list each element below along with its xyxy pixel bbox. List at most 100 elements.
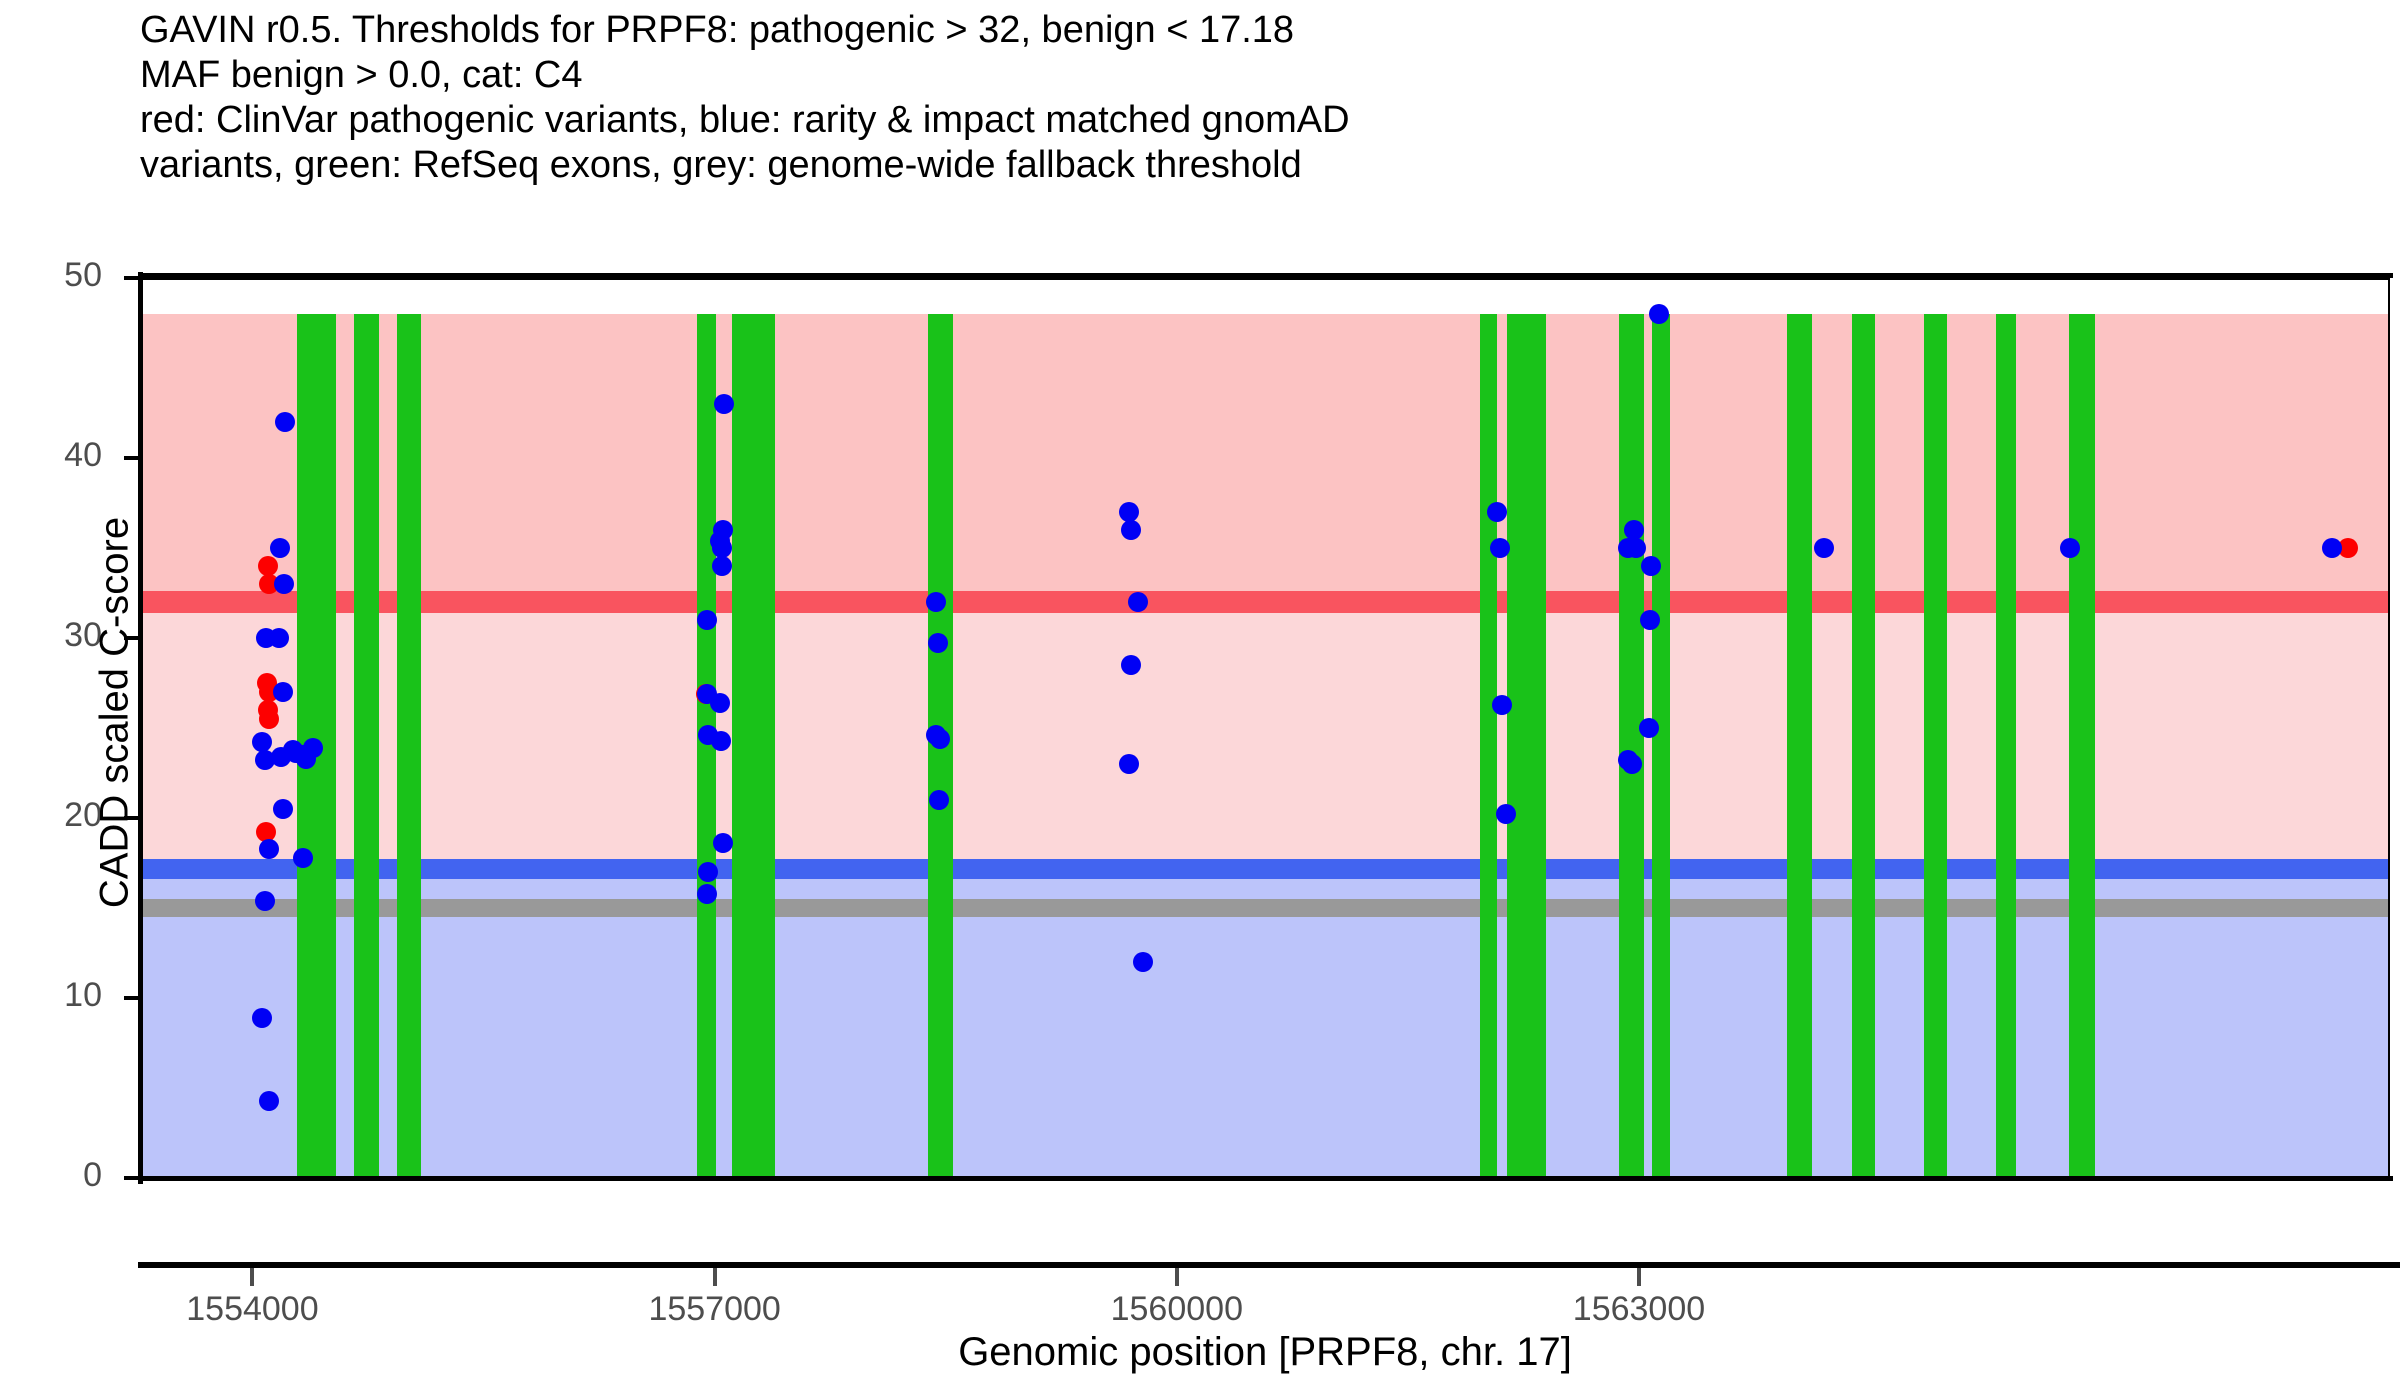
fallback-threshold-line xyxy=(140,899,2390,917)
clinvar-variant-point xyxy=(258,709,279,729)
exon-bar xyxy=(1480,314,1498,1178)
gnomad-variant-point xyxy=(1639,610,1660,630)
gnomad-variant-point xyxy=(1496,804,1517,825)
x-axis-line xyxy=(138,1262,2400,1268)
gnomad-variant-point xyxy=(928,633,948,654)
exon-bar xyxy=(1996,314,2017,1178)
y-tick-label: 50 xyxy=(64,256,102,294)
x-tick-label: 1557000 xyxy=(648,1290,781,1328)
title-line-4: variants, green: RefSeq exons, grey: gen… xyxy=(140,144,1302,186)
exon-bar xyxy=(1652,314,1670,1178)
y-tick-mark xyxy=(124,996,140,1000)
gnomad-variant-point xyxy=(269,628,290,648)
gnomad-variant-point xyxy=(696,610,717,630)
gnomad-variant-point xyxy=(2060,538,2081,558)
gnomad-variant-point xyxy=(1119,502,1140,522)
exon-bar xyxy=(1618,314,1644,1178)
gnomad-variant-point xyxy=(270,538,291,558)
exon-bar xyxy=(731,314,775,1178)
benign-threshold-line xyxy=(140,858,2390,879)
y-tick-mark xyxy=(124,816,140,820)
gnomad-variant-point xyxy=(259,1090,280,1111)
y-tick-label: 10 xyxy=(64,976,102,1014)
panel-top-line xyxy=(138,273,2393,278)
x-tick-mark xyxy=(1636,1268,1641,1286)
y-tick-label: 30 xyxy=(64,616,102,654)
clinvar-variant-point xyxy=(258,574,279,594)
x-tick-label: 1563000 xyxy=(1572,1290,1706,1328)
gnomad-variant-point xyxy=(926,592,947,612)
gnomad-variant-point xyxy=(272,682,293,702)
gnomad-variant-point xyxy=(713,394,734,414)
gnomad-variant-point xyxy=(696,883,717,904)
gnomad-variant-point xyxy=(251,732,272,753)
gnomad-variant-point xyxy=(1491,694,1512,715)
gnomad-variant-point xyxy=(1119,754,1140,774)
y-axis-line xyxy=(138,272,143,1184)
pathogenic-region-band xyxy=(140,314,2390,602)
gnomad-variant-point xyxy=(713,833,734,854)
chart-title-block: GAVIN r0.5. Thresholds for PRPF8: pathog… xyxy=(140,8,2140,188)
x-tick-mark xyxy=(712,1268,717,1286)
gnomad-variant-point xyxy=(1120,520,1141,540)
gnomad-variant-point xyxy=(929,728,950,749)
gnomad-variant-point xyxy=(274,574,295,594)
gnomad-variant-point xyxy=(1120,655,1141,675)
exon-bar xyxy=(1851,314,1875,1178)
gnomad-variant-point xyxy=(1640,556,1661,576)
gnomad-variant-point xyxy=(1638,718,1659,738)
x-axis-label: Genomic position [PRPF8, chr. 17] xyxy=(958,1330,1572,1374)
gnomad-variant-point xyxy=(697,862,718,882)
title-line-1: GAVIN r0.5. Thresholds for PRPF8: pathog… xyxy=(140,9,1295,51)
pathogenic-threshold-line xyxy=(140,591,2390,613)
gnomad-variant-point xyxy=(1625,538,1646,558)
gnomad-variant-point xyxy=(712,556,733,576)
gnomad-variant-point xyxy=(274,412,295,432)
panel-bottom-line xyxy=(138,1176,2393,1181)
plot-panel xyxy=(140,278,2390,1178)
x-tick-mark xyxy=(250,1268,255,1286)
gnomad-variant-point xyxy=(1132,952,1153,972)
gnomad-variant-point xyxy=(710,692,731,713)
gnomad-variant-point xyxy=(712,538,733,558)
title-line-2: MAF benign > 0.0, cat: C4 xyxy=(140,54,583,96)
gnomad-variant-point xyxy=(1487,502,1508,522)
title-line-3: red: ClinVar pathogenic variants, blue: … xyxy=(140,99,1350,141)
gnomad-variant-point xyxy=(710,730,731,751)
exon-bar xyxy=(1923,314,1948,1178)
gnomad-variant-point xyxy=(1490,538,1511,558)
exon-bar xyxy=(396,314,422,1178)
clinvar-variant-point xyxy=(255,822,276,843)
gnomad-variant-point xyxy=(254,890,275,911)
gnomad-variant-point xyxy=(258,838,279,859)
x-tick-label: 1554000 xyxy=(186,1290,319,1328)
gnomad-variant-point xyxy=(1649,304,1669,324)
exon-bar xyxy=(696,314,717,1178)
y-tick-mark xyxy=(124,276,140,280)
clinvar-variant-point xyxy=(257,556,278,576)
exon-bar xyxy=(1786,314,1812,1178)
gnomad-variant-point xyxy=(1128,592,1149,612)
x-tick-mark xyxy=(1174,1268,1179,1286)
gnomad-variant-point xyxy=(302,737,323,758)
clinvar-variant-point xyxy=(2337,538,2358,558)
vus-region-band xyxy=(140,602,2390,869)
exon-bar xyxy=(2068,314,2095,1178)
x-tick-label: 1560000 xyxy=(1110,1290,1243,1328)
gnomad-variant-point xyxy=(1813,538,1834,558)
gnomad-variant-point xyxy=(293,847,314,868)
exon-bar xyxy=(354,314,379,1178)
gnomad-variant-point xyxy=(254,750,275,771)
gnomad-variant-point xyxy=(272,799,293,819)
gnomad-variant-point xyxy=(1622,754,1643,774)
y-axis-label: CADD scaled C-score xyxy=(92,516,137,909)
y-tick-mark xyxy=(124,636,140,640)
gnomad-variant-point xyxy=(928,790,949,810)
y-tick-label: 20 xyxy=(64,796,102,834)
y-tick-mark xyxy=(124,1176,140,1180)
gnomad-variant-point xyxy=(1623,520,1644,540)
gnomad-variant-point xyxy=(2322,538,2343,558)
exon-bar xyxy=(1507,314,1546,1178)
y-tick-label: 0 xyxy=(83,1156,102,1194)
